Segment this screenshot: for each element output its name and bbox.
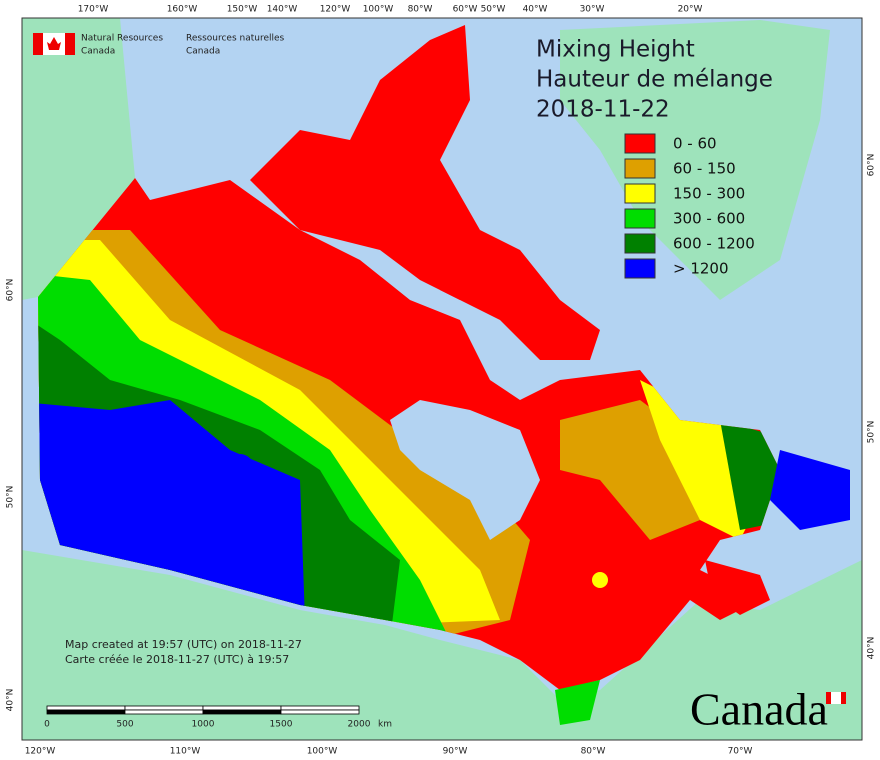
legend-swatch: [624, 183, 656, 204]
scale-segment: [202, 705, 282, 711]
credit: Map created at 19:57 (UTC) on 2018-11-27: [65, 638, 302, 651]
mainland: [38, 178, 780, 690]
longitude-label: 40°W: [523, 5, 548, 15]
latitude-label: 50°N: [6, 486, 16, 509]
longitude-label: 170°W: [78, 5, 109, 15]
agency-en: Canada: [81, 47, 115, 57]
scale-label: 0: [44, 720, 50, 730]
legend-swatch: [624, 133, 656, 154]
newfoundland: [770, 450, 850, 530]
latitude-label: 40°N: [867, 637, 877, 660]
title: Mixing Height: [536, 37, 695, 63]
legend-label: 600 - 1200: [673, 235, 755, 253]
latitude-label: 60°N: [6, 279, 16, 302]
longitude-label: 60°W: [453, 5, 478, 15]
longitude-label: 120°W: [320, 5, 351, 15]
legend-swatch: [624, 233, 656, 254]
map-body: [22, 18, 862, 740]
legend-swatch: [624, 158, 656, 179]
legend-label: 0 - 60: [673, 135, 717, 153]
longitude-label: 90°W: [443, 747, 468, 757]
scale-label: 1000: [192, 720, 215, 730]
longitude-label: 120°W: [25, 747, 56, 757]
baffin-island: [440, 230, 600, 360]
longitude-label: 140°W: [267, 5, 298, 15]
agency-fr: Ressources naturelles: [186, 34, 285, 44]
latitude-label: 60°N: [867, 154, 877, 177]
united-states: [22, 550, 862, 740]
scale-label: 500: [116, 720, 133, 730]
scale-segment: [280, 709, 360, 715]
wordmark: Canada: [690, 684, 846, 735]
longitude-label: 100°W: [363, 5, 394, 15]
latitude-label: 40°N: [6, 689, 16, 712]
scale-segment: [124, 705, 204, 711]
longitude-label: 110°W: [170, 747, 201, 757]
scale-segment: [202, 709, 282, 715]
longitude-label: 30°W: [580, 5, 605, 15]
legend-label: > 1200: [673, 260, 729, 278]
arctic-islands: [250, 25, 480, 300]
scale-label: 1500: [270, 720, 293, 730]
latitude-label: 50°N: [867, 421, 877, 444]
legend-swatch: [624, 208, 656, 229]
longitude-label: 20°W: [678, 5, 703, 15]
scale-segment: [46, 709, 126, 715]
nova-scotia: [705, 560, 770, 615]
longitude-label: 150°W: [227, 5, 258, 15]
longitude-label: 80°W: [408, 5, 433, 15]
scale-segment: [280, 705, 360, 711]
map-frame: [21, 17, 863, 741]
agency-fr: Canada: [186, 47, 220, 57]
legend-label: 150 - 300: [673, 185, 745, 203]
legend-label: 60 - 150: [673, 160, 736, 178]
longitude-label: 100°W: [307, 747, 338, 757]
wordmark-text: Canada: [690, 684, 828, 735]
legend-label: 300 - 600: [673, 210, 745, 228]
date: 2018-11-22: [536, 97, 670, 123]
agency-en: Natural Resources: [81, 34, 163, 44]
longitude-label: 70°W: [728, 747, 753, 757]
legend-swatch: [624, 258, 656, 279]
alaska: [22, 18, 135, 300]
longitude-label: 50°W: [481, 5, 506, 15]
longitude-label: 160°W: [167, 5, 198, 15]
greenland: [560, 20, 830, 300]
southern-ontario: [555, 680, 600, 725]
scale-segment: [124, 709, 204, 715]
scale-unit: km: [378, 720, 392, 730]
longitude-label: 80°W: [581, 747, 606, 757]
scale-label: 2000: [348, 720, 371, 730]
credit: Carte créée le 2018-11-27 (UTC) à 19:57: [65, 653, 289, 666]
scale-segment: [46, 705, 126, 711]
nrcan-logo: [33, 33, 75, 55]
title-fr: Hauteur de mélange: [536, 67, 773, 93]
